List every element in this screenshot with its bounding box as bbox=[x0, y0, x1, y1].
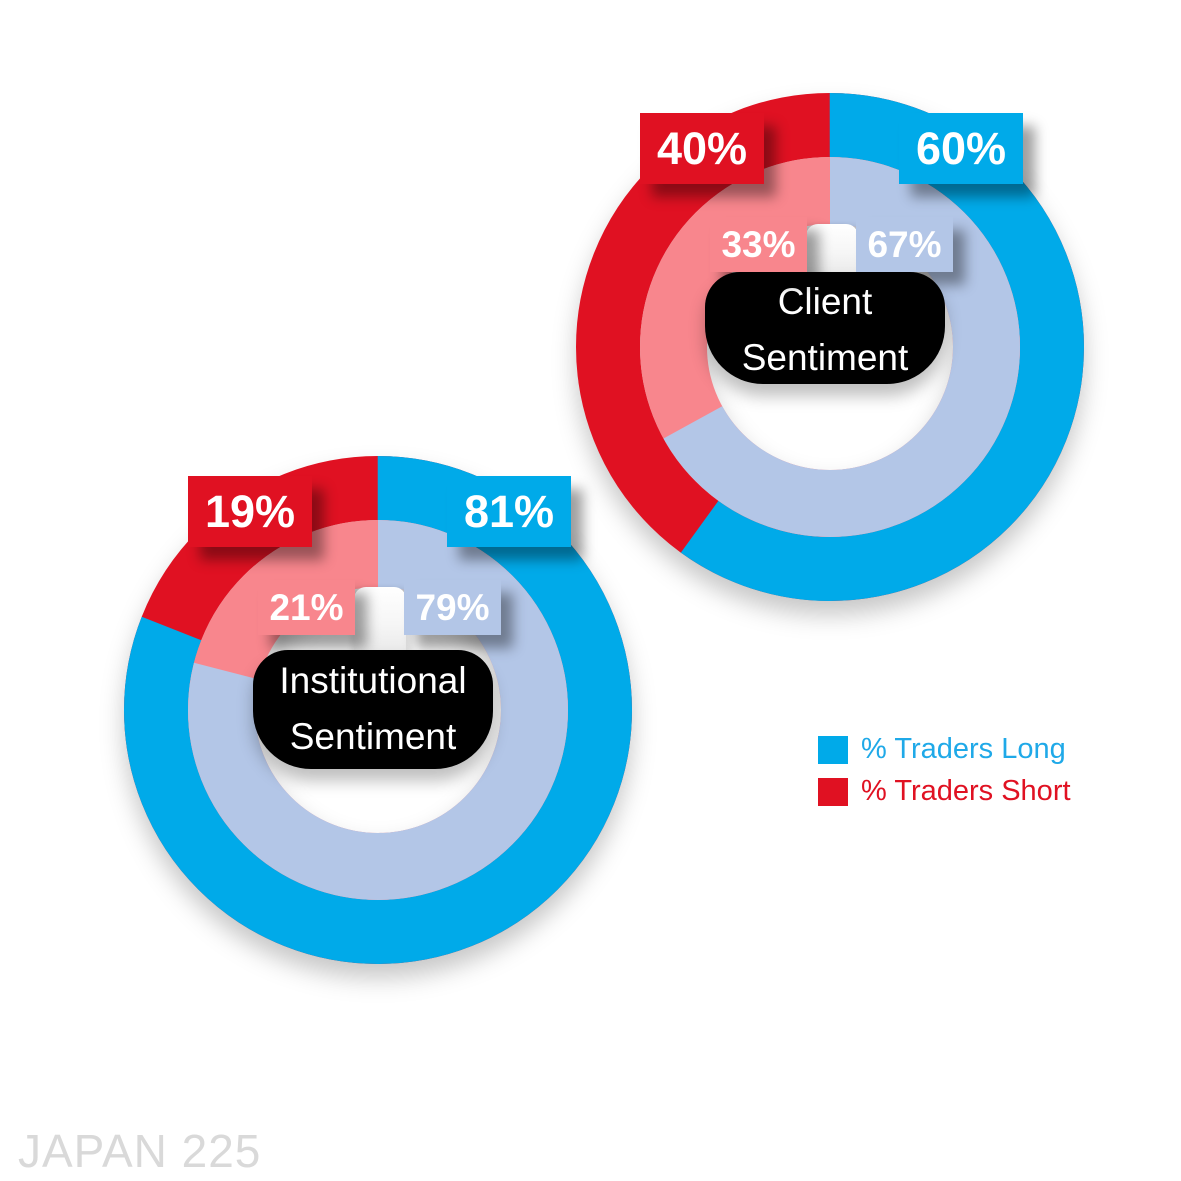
legend-label-long: % Traders Long bbox=[861, 733, 1066, 765]
legend-item-traders-long: % Traders Long bbox=[818, 735, 1071, 764]
short-swatch-icon bbox=[818, 777, 848, 806]
institutional-outer-long-label: 81% bbox=[447, 476, 571, 547]
chart-title-line1: Institutional bbox=[279, 660, 467, 701]
legend-label-short: % Traders Short bbox=[861, 775, 1071, 807]
outer-ring-long-segment bbox=[576, 93, 1084, 601]
chart-title-line1: Client bbox=[777, 281, 873, 322]
institutional-title-box: Institutional Sentiment bbox=[253, 650, 493, 769]
instrument-watermark: JAPAN 225 bbox=[18, 1125, 262, 1177]
client-outer-short-label: 40% bbox=[640, 113, 764, 184]
chart-title-line2: Sentiment bbox=[741, 337, 909, 378]
inner-ring-long-segment bbox=[640, 157, 1020, 537]
institutional-outer-short-label: 19% bbox=[188, 476, 312, 547]
client-donut-rings bbox=[576, 93, 1084, 601]
center-notch bbox=[354, 587, 406, 654]
institutional-inner-long-label: 79% bbox=[404, 580, 501, 635]
long-swatch-icon bbox=[818, 735, 848, 764]
institutional-inner-short-label: 21% bbox=[258, 580, 355, 635]
center-notch bbox=[806, 224, 858, 276]
client-inner-long-label: 67% bbox=[856, 217, 953, 272]
client-inner-short-label: 33% bbox=[710, 217, 807, 272]
client-outer-long-label: 60% bbox=[899, 113, 1023, 184]
legend-item-traders-short: % Traders Short bbox=[818, 777, 1071, 806]
institutional-sentiment-chart: Institutional Sentiment 19% 81% 21% 79% bbox=[108, 440, 648, 980]
legend: % Traders Long % Traders Short bbox=[818, 735, 1071, 819]
chart-title-line2: Sentiment bbox=[289, 716, 457, 757]
inner-ring-long-segment bbox=[188, 520, 568, 900]
client-sentiment-chart: Client Sentiment 40% 60% 33% 67% bbox=[560, 77, 1100, 617]
outer-ring-long-segment bbox=[124, 456, 632, 964]
institutional-donut-rings bbox=[124, 456, 632, 964]
client-title-box: Client Sentiment bbox=[705, 272, 945, 384]
